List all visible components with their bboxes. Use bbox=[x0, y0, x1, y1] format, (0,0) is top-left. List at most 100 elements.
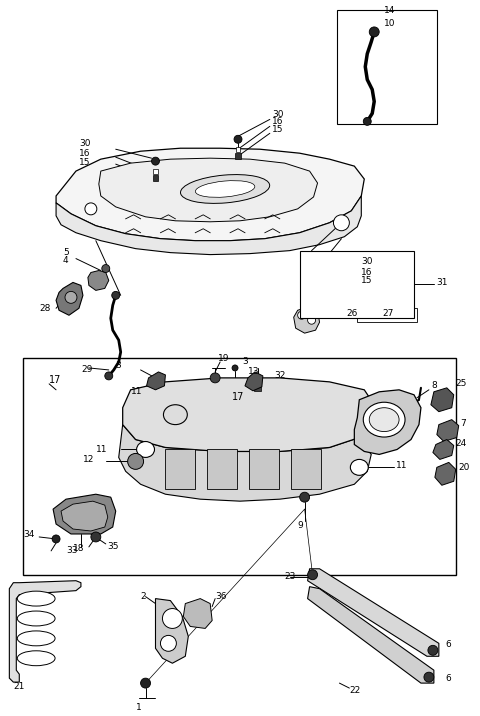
Bar bbox=[337, 10, 437, 125]
Polygon shape bbox=[437, 420, 459, 442]
Ellipse shape bbox=[363, 402, 405, 437]
Polygon shape bbox=[61, 501, 108, 531]
Text: 16: 16 bbox=[272, 117, 283, 126]
Text: 15: 15 bbox=[79, 158, 90, 167]
Text: 20: 20 bbox=[459, 463, 470, 472]
Bar bbox=[153, 168, 158, 173]
Bar bbox=[153, 175, 158, 181]
Circle shape bbox=[102, 264, 110, 273]
Text: 31: 31 bbox=[436, 278, 447, 287]
Ellipse shape bbox=[369, 407, 399, 432]
Polygon shape bbox=[56, 282, 83, 315]
Circle shape bbox=[210, 373, 220, 383]
Polygon shape bbox=[166, 450, 195, 489]
Text: 3: 3 bbox=[242, 357, 248, 367]
Polygon shape bbox=[207, 450, 237, 489]
Bar bbox=[300, 251, 414, 318]
Polygon shape bbox=[146, 372, 166, 390]
Text: 16: 16 bbox=[361, 268, 373, 277]
Ellipse shape bbox=[17, 631, 55, 646]
Bar bbox=[357, 309, 417, 322]
Ellipse shape bbox=[17, 611, 55, 626]
Text: 26: 26 bbox=[347, 309, 358, 318]
Polygon shape bbox=[123, 378, 374, 452]
Circle shape bbox=[424, 672, 434, 682]
Polygon shape bbox=[249, 450, 279, 489]
Text: 19: 19 bbox=[218, 354, 229, 362]
Circle shape bbox=[363, 117, 371, 125]
Text: 30: 30 bbox=[361, 257, 373, 266]
Circle shape bbox=[369, 27, 379, 37]
Circle shape bbox=[105, 372, 113, 380]
Polygon shape bbox=[119, 425, 371, 501]
Bar bbox=[316, 281, 323, 287]
Circle shape bbox=[152, 158, 159, 165]
Bar bbox=[23, 358, 456, 575]
Bar bbox=[254, 384, 262, 392]
Text: 29: 29 bbox=[81, 365, 92, 374]
Polygon shape bbox=[245, 372, 263, 391]
Bar bbox=[236, 147, 240, 152]
Polygon shape bbox=[431, 388, 454, 412]
Text: 35: 35 bbox=[108, 543, 119, 551]
Circle shape bbox=[334, 215, 349, 231]
Text: 7: 7 bbox=[461, 419, 467, 428]
Text: 36: 36 bbox=[215, 592, 227, 601]
Circle shape bbox=[300, 492, 310, 502]
Text: 33: 33 bbox=[66, 546, 77, 556]
Text: 11: 11 bbox=[131, 387, 142, 396]
Text: 32: 32 bbox=[274, 372, 285, 380]
Bar bbox=[235, 153, 241, 159]
Circle shape bbox=[298, 311, 306, 319]
Text: 16: 16 bbox=[79, 149, 90, 158]
Polygon shape bbox=[433, 440, 454, 460]
Ellipse shape bbox=[195, 180, 255, 198]
Ellipse shape bbox=[164, 405, 187, 425]
Text: 18: 18 bbox=[73, 544, 84, 553]
Polygon shape bbox=[88, 271, 109, 291]
Polygon shape bbox=[9, 581, 81, 682]
Circle shape bbox=[85, 203, 97, 215]
Text: 3: 3 bbox=[116, 362, 121, 370]
Text: 5: 5 bbox=[63, 248, 69, 257]
Text: 17: 17 bbox=[49, 375, 61, 385]
Text: 11: 11 bbox=[396, 461, 408, 470]
Ellipse shape bbox=[17, 651, 55, 666]
Circle shape bbox=[428, 645, 438, 655]
Polygon shape bbox=[99, 158, 318, 222]
Text: 6: 6 bbox=[446, 640, 452, 649]
Circle shape bbox=[160, 635, 176, 652]
Circle shape bbox=[232, 365, 238, 371]
Polygon shape bbox=[308, 586, 434, 683]
Text: 30: 30 bbox=[79, 139, 90, 147]
Polygon shape bbox=[183, 599, 212, 629]
Circle shape bbox=[112, 291, 120, 299]
Text: 12: 12 bbox=[83, 455, 94, 464]
Text: 27: 27 bbox=[383, 309, 394, 318]
Circle shape bbox=[308, 570, 318, 580]
Circle shape bbox=[128, 453, 144, 470]
Circle shape bbox=[234, 135, 242, 143]
Text: 4: 4 bbox=[63, 256, 69, 265]
Text: 2: 2 bbox=[141, 592, 146, 601]
Text: 15: 15 bbox=[272, 125, 283, 134]
Polygon shape bbox=[53, 494, 116, 534]
Text: 23: 23 bbox=[285, 572, 296, 581]
Ellipse shape bbox=[137, 442, 155, 458]
Ellipse shape bbox=[350, 460, 368, 475]
Text: 1: 1 bbox=[136, 703, 141, 712]
Text: 10: 10 bbox=[384, 19, 396, 29]
Text: 8: 8 bbox=[431, 382, 437, 390]
Text: 9: 9 bbox=[298, 521, 303, 530]
Circle shape bbox=[52, 535, 60, 543]
Text: 13: 13 bbox=[248, 367, 260, 377]
Text: 22: 22 bbox=[349, 685, 360, 695]
Circle shape bbox=[65, 291, 77, 304]
Circle shape bbox=[141, 678, 151, 688]
Text: 34: 34 bbox=[23, 531, 35, 539]
Text: 17: 17 bbox=[232, 392, 244, 402]
Bar bbox=[317, 274, 322, 279]
Text: 25: 25 bbox=[456, 379, 467, 388]
Text: 15: 15 bbox=[361, 276, 373, 285]
Text: 24: 24 bbox=[456, 439, 467, 448]
